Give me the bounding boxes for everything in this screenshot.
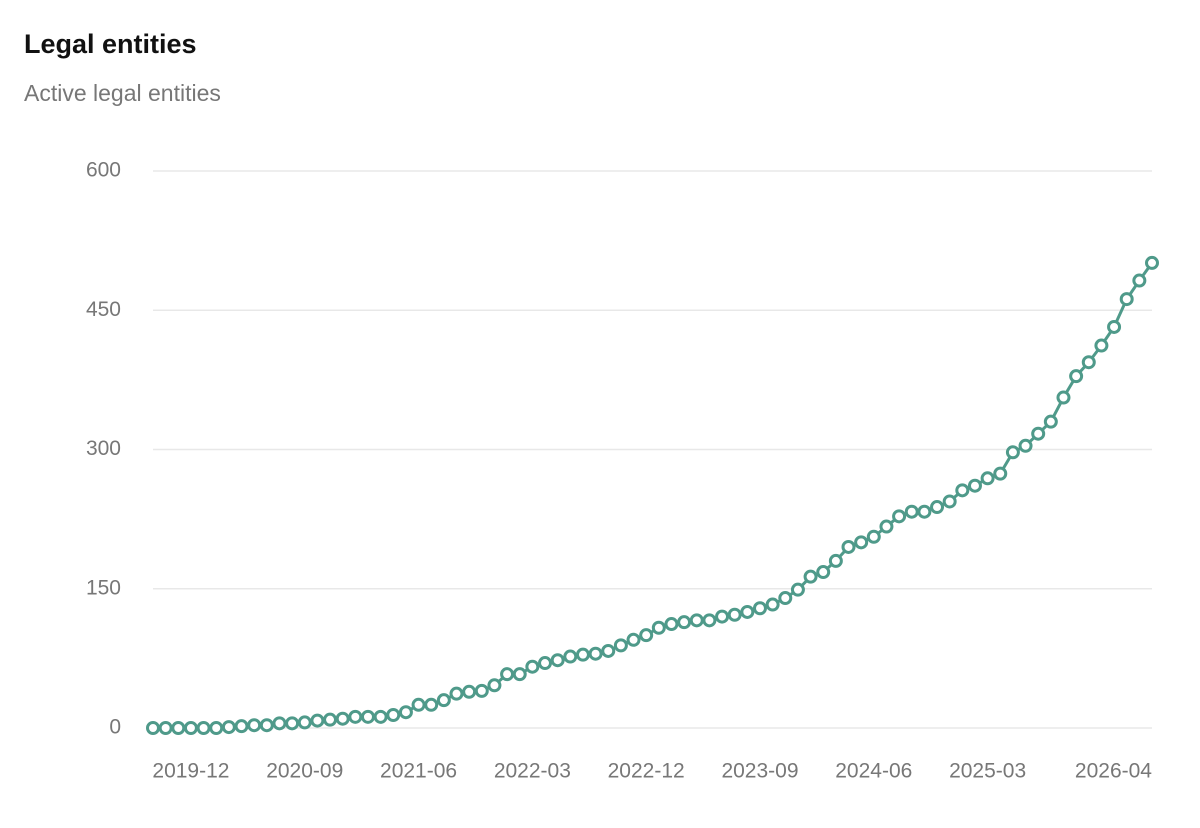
data-point — [879, 519, 894, 534]
data-point — [664, 617, 679, 632]
data-point — [209, 721, 224, 735]
x-tick-label: 2019-12 — [152, 760, 229, 783]
data-point — [967, 478, 982, 493]
data-point — [588, 646, 603, 661]
data-point — [866, 529, 881, 544]
data-point — [955, 483, 970, 498]
data-point — [373, 709, 388, 724]
data-point — [1031, 426, 1046, 441]
data-point — [1132, 273, 1147, 288]
data-point — [259, 718, 274, 733]
data-point — [828, 553, 843, 568]
data-point — [348, 709, 363, 724]
data-point — [790, 582, 805, 597]
data-point — [183, 721, 198, 735]
x-tick-label: 2023-09 — [721, 760, 798, 783]
x-tick-label: 2025-03 — [949, 760, 1026, 783]
data-point — [335, 711, 350, 726]
data-point — [765, 597, 780, 612]
data-point — [613, 638, 628, 653]
data-point — [436, 693, 451, 708]
data-point — [740, 604, 755, 619]
data-point — [1069, 369, 1084, 384]
data-point — [651, 620, 666, 635]
x-tick-label: 2020-09 — [266, 760, 343, 783]
data-point — [310, 713, 325, 728]
data-point — [1043, 414, 1058, 429]
x-tick-label: 2024-06 — [835, 760, 912, 783]
data-point — [196, 721, 211, 735]
data-point — [575, 647, 590, 662]
data-point — [803, 569, 818, 584]
data-point — [398, 705, 413, 720]
data-point — [272, 716, 287, 731]
data-point — [158, 721, 173, 735]
data-point — [904, 504, 919, 519]
data-point — [550, 653, 565, 668]
data-point — [462, 684, 477, 699]
data-point — [297, 715, 312, 730]
data-point — [727, 607, 742, 622]
data-point — [702, 613, 717, 628]
data-point — [816, 565, 831, 580]
data-point — [1018, 438, 1033, 453]
data-point — [538, 656, 553, 671]
data-point — [500, 667, 515, 682]
data-point — [247, 718, 262, 733]
y-tick-label: 150 — [86, 576, 121, 599]
data-point — [715, 609, 730, 624]
data-point — [639, 628, 654, 643]
data-point — [980, 471, 995, 486]
x-tick-label: 2026-04 — [1075, 760, 1152, 783]
data-point — [942, 494, 957, 509]
data-point — [1005, 445, 1020, 460]
data-point — [512, 667, 527, 682]
chart-subtitle: Active legal entities — [24, 80, 221, 106]
data-point — [424, 697, 439, 712]
data-point — [525, 659, 540, 674]
data-point — [1094, 338, 1109, 353]
data-point — [752, 601, 767, 616]
y-tick-label: 0 — [109, 716, 121, 739]
data-point — [1145, 255, 1159, 270]
series-line — [153, 262, 1154, 730]
data-point — [285, 716, 300, 731]
data-point — [221, 720, 236, 735]
data-point — [689, 613, 704, 628]
data-point — [171, 721, 186, 735]
data-point — [917, 504, 932, 519]
data-point — [146, 721, 160, 735]
data-point — [449, 686, 464, 701]
y-tick-label: 600 — [86, 159, 121, 182]
data-point — [360, 709, 375, 724]
data-point — [930, 500, 945, 515]
data-point — [626, 632, 641, 647]
data-point — [487, 678, 502, 693]
data-point — [993, 466, 1008, 481]
data-point — [234, 719, 249, 734]
data-point — [892, 509, 907, 524]
data-point — [411, 697, 426, 712]
data-point — [1119, 292, 1134, 307]
data-point — [474, 683, 489, 698]
data-point — [563, 649, 578, 664]
x-tick-label: 2022-12 — [608, 760, 685, 783]
chart-title: Legal entities — [24, 29, 197, 59]
data-point — [677, 615, 692, 630]
data-point — [1107, 319, 1122, 334]
data-point — [1056, 390, 1071, 405]
data-point — [323, 712, 338, 727]
y-tick-label: 450 — [86, 298, 121, 321]
data-point — [1081, 355, 1096, 370]
y-tick-label: 300 — [86, 437, 121, 460]
data-point — [854, 535, 869, 550]
x-tick-label: 2021-06 — [380, 760, 457, 783]
x-tick-label: 2022-03 — [494, 760, 571, 783]
data-point — [601, 643, 616, 658]
data-point — [841, 539, 856, 554]
data-point — [778, 591, 793, 606]
data-point — [386, 708, 401, 723]
